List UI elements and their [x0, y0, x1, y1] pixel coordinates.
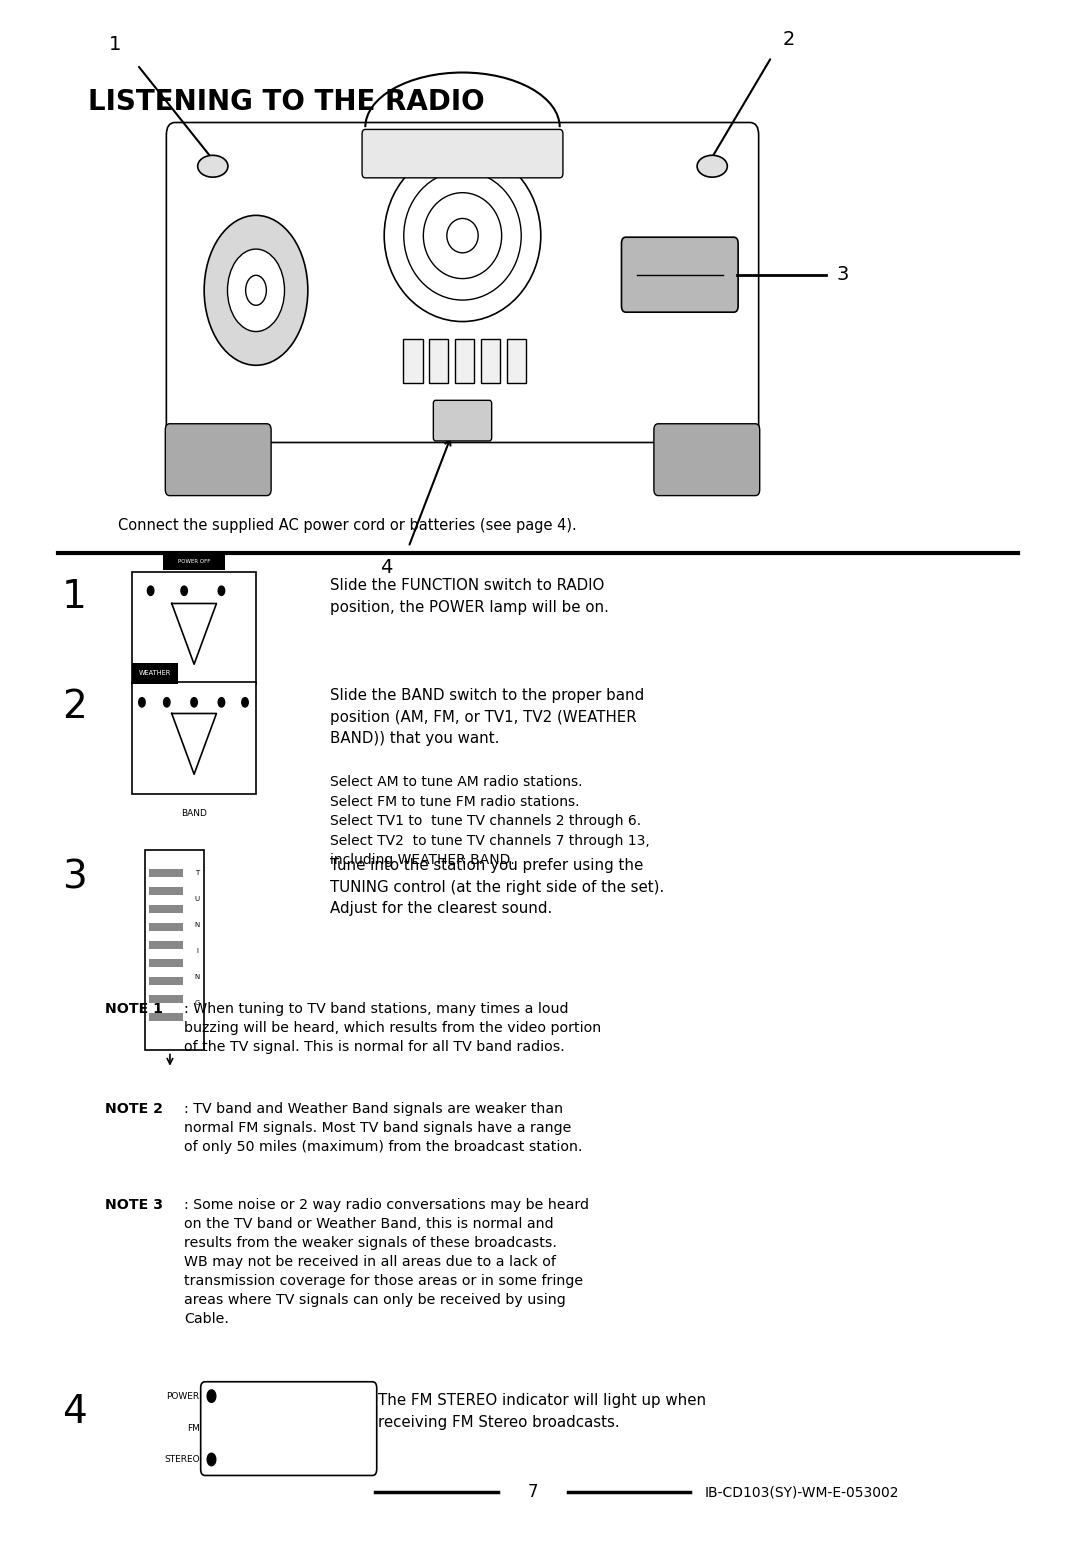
- Ellipse shape: [447, 219, 478, 253]
- Text: G: G: [194, 1000, 200, 1006]
- Text: I: I: [197, 948, 199, 954]
- FancyBboxPatch shape: [433, 400, 491, 440]
- Bar: [403, 339, 422, 383]
- Circle shape: [181, 586, 188, 595]
- Text: : TV band and Weather Band signals are weaker than
normal FM signals. Most TV ba: : TV band and Weather Band signals are w…: [184, 1103, 582, 1154]
- Circle shape: [147, 586, 153, 595]
- FancyBboxPatch shape: [201, 1382, 377, 1476]
- Bar: [149, 995, 183, 1003]
- Text: CD  TAPE  RADIO: CD TAPE RADIO: [145, 576, 202, 583]
- Text: 3: 3: [62, 858, 86, 897]
- Circle shape: [218, 698, 225, 708]
- Text: N: N: [194, 922, 200, 928]
- Circle shape: [207, 1390, 216, 1403]
- Bar: [149, 904, 183, 912]
- Text: 2: 2: [782, 30, 795, 48]
- Text: NOTE 1: NOTE 1: [105, 1001, 163, 1015]
- Circle shape: [207, 1453, 216, 1465]
- Text: 4: 4: [62, 1393, 86, 1431]
- Bar: [149, 976, 183, 986]
- Circle shape: [191, 698, 198, 708]
- Text: 7: 7: [528, 1482, 538, 1501]
- Ellipse shape: [423, 192, 501, 278]
- Bar: [163, 551, 225, 570]
- Bar: [149, 868, 183, 876]
- Text: 1: 1: [109, 34, 121, 53]
- FancyBboxPatch shape: [653, 423, 759, 495]
- Bar: [132, 572, 256, 684]
- Circle shape: [218, 586, 225, 595]
- Text: Connect the supplied AC power cord or batteries (see page 4).: Connect the supplied AC power cord or ba…: [118, 519, 577, 533]
- FancyBboxPatch shape: [165, 423, 271, 495]
- Circle shape: [204, 216, 308, 366]
- Text: TV2  TV1  FM  AM: TV2 TV1 FM AM: [179, 687, 241, 692]
- Text: The FM STEREO indicator will light up when
receiving FM Stereo broadcasts.: The FM STEREO indicator will light up wh…: [378, 1393, 706, 1429]
- FancyBboxPatch shape: [166, 122, 758, 442]
- Text: STEREO: STEREO: [164, 1454, 200, 1464]
- Circle shape: [138, 698, 145, 708]
- Circle shape: [245, 275, 267, 305]
- Bar: [481, 339, 500, 383]
- Bar: [507, 339, 526, 383]
- Bar: [132, 683, 256, 795]
- Text: FUNCTION: FUNCTION: [172, 698, 216, 708]
- Text: T: T: [195, 870, 200, 876]
- Circle shape: [163, 698, 170, 708]
- Text: 2: 2: [62, 687, 86, 726]
- Text: WEATHER: WEATHER: [139, 670, 171, 676]
- Bar: [149, 959, 183, 967]
- Text: NOTE 3: NOTE 3: [105, 1198, 163, 1212]
- Ellipse shape: [697, 155, 727, 177]
- Polygon shape: [172, 714, 216, 775]
- Ellipse shape: [384, 150, 541, 322]
- Ellipse shape: [404, 172, 522, 300]
- Bar: [149, 923, 183, 931]
- Text: : When tuning to TV band stations, many times a loud
buzzing will be heard, whic: : When tuning to TV band stations, many …: [184, 1001, 602, 1054]
- Bar: [149, 1012, 183, 1022]
- Text: 1: 1: [62, 578, 86, 615]
- Text: Select AM to tune AM radio stations.
Select FM to tune FM radio stations.
Select: Select AM to tune AM radio stations. Sel…: [330, 775, 650, 867]
- Ellipse shape: [198, 155, 228, 177]
- Text: LISTENING TO THE RADIO: LISTENING TO THE RADIO: [87, 87, 485, 116]
- Text: BAND: BAND: [181, 809, 207, 817]
- Bar: [145, 850, 204, 1050]
- Text: : Some noise or 2 way radio conversations may be heard
on the TV band or Weather: : Some noise or 2 way radio conversation…: [184, 1198, 589, 1326]
- Bar: [455, 339, 474, 383]
- FancyBboxPatch shape: [621, 237, 738, 312]
- Text: 4: 4: [380, 558, 392, 576]
- Text: NOTE 2: NOTE 2: [105, 1103, 163, 1115]
- Text: Slide the BAND switch to the proper band
position (AM, FM, or TV1, TV2 (WEATHER
: Slide the BAND switch to the proper band…: [330, 687, 645, 747]
- Text: POWER OFF: POWER OFF: [178, 559, 211, 564]
- Text: 3: 3: [836, 266, 849, 284]
- Circle shape: [228, 248, 284, 331]
- Text: IB-CD103(SY)-WM-E-053002: IB-CD103(SY)-WM-E-053002: [705, 1485, 900, 1500]
- Text: U: U: [194, 897, 200, 901]
- FancyBboxPatch shape: [362, 130, 563, 178]
- Text: Slide the FUNCTION switch to RADIO
position, the POWER lamp will be on.: Slide the FUNCTION switch to RADIO posit…: [330, 578, 609, 614]
- Text: FM: FM: [187, 1425, 200, 1432]
- Text: Tune into the station you prefer using the
TUNING control (at the right side of : Tune into the station you prefer using t…: [330, 858, 664, 917]
- Text: POWER: POWER: [166, 1392, 200, 1401]
- Bar: [429, 339, 448, 383]
- Text: N: N: [194, 975, 200, 979]
- Bar: [132, 664, 178, 684]
- Bar: [149, 887, 183, 895]
- Circle shape: [242, 698, 248, 708]
- Bar: [149, 940, 183, 950]
- Polygon shape: [172, 603, 216, 664]
